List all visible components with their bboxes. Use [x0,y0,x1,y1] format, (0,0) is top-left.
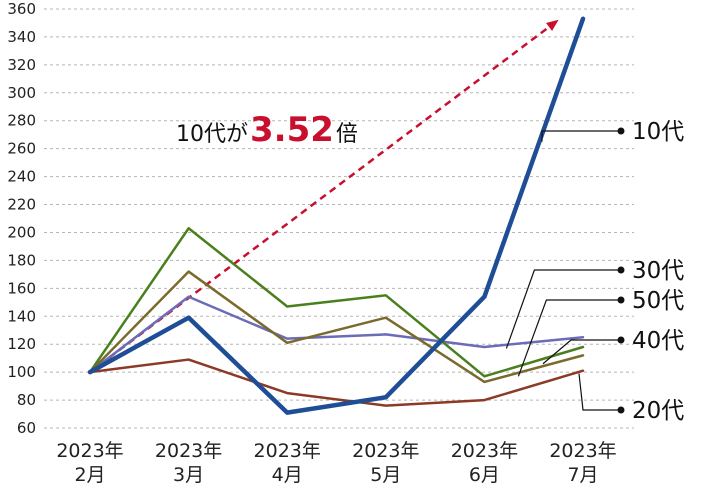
legend-leader-30s [505,269,621,349]
y-tick-label: 360 [7,0,36,18]
y-axis-ticks: 60 80 100 120 140 160 180 200 220 240 260 280 300 320… [7,0,36,437]
y-tick-label: 220 [7,196,36,214]
legend-dot-40s [617,336,625,344]
y-tick-label: 160 [7,279,36,297]
legend-dot-50s [617,296,625,304]
y-tick-label: 120 [7,335,36,353]
y-tick-label: 260 [7,140,36,158]
legend-label-50s: 50代 [632,288,684,314]
x-tick-label: 2023年 [352,440,419,462]
series-line-30s [88,295,585,374]
series-line-50s [88,270,585,384]
legend-label-10s: 10代 [632,119,684,145]
legend-leader-40s [542,339,621,365]
series-lines [87,16,586,415]
x-tick-label: 6月 [469,464,500,486]
y-tick-label: 280 [7,112,36,130]
y-tick-label: 100 [7,363,36,381]
x-tick-label: 3月 [173,464,204,486]
y-tick-label: 320 [7,56,36,74]
legend-leader-10s [541,130,621,142]
y-tick-label: 60 [17,419,36,437]
x-tick-label: 2023年 [254,440,321,462]
y-tick-label: 200 [7,223,36,241]
x-tick-label: 5月 [370,464,401,486]
y-tick-label: 300 [7,84,36,102]
series-line-20s [88,358,585,407]
legend-dot-20s [617,406,625,414]
y-tick-label: 240 [7,168,36,186]
legend: 10代 30代 50代 40代 20代 [505,119,684,424]
series-line-40s [88,227,585,378]
growth-label: 10代が3.52倍 [176,110,358,150]
series-line-10s [87,16,586,415]
legend-leader-20s [578,373,621,411]
y-tick-label: 180 [7,251,36,269]
x-tick-label: 2023年 [155,440,222,462]
x-tick-label: 2023年 [451,440,518,462]
growth-label-prefix: 10代が [176,122,248,147]
y-tick-label: 140 [7,307,36,325]
legend-leader-50s [517,299,621,377]
x-tick-label: 2023年 [549,440,616,462]
x-tick-label: 2月 [74,464,105,486]
growth-label-value: 3.52 [250,110,334,150]
x-axis-ticks: 2023年2月2023年3月2023年4月2023年5月2023年6月2023年… [56,440,616,486]
legend-dot-30s [617,266,625,274]
growth-annotation: 10代が3.52倍 [89,19,559,374]
legend-label-30s: 30代 [632,258,684,284]
legend-label-20s: 20代 [632,398,684,424]
x-tick-label: 2023年 [56,440,123,462]
x-tick-label: 7月 [567,464,598,486]
legend-dot-10s [617,127,625,135]
y-tick-label: 80 [17,391,36,409]
y-tick-label: 340 [7,28,36,46]
legend-label-40s: 40代 [632,328,684,354]
x-tick-label: 4月 [272,464,303,486]
growth-label-suffix: 倍 [336,122,358,147]
